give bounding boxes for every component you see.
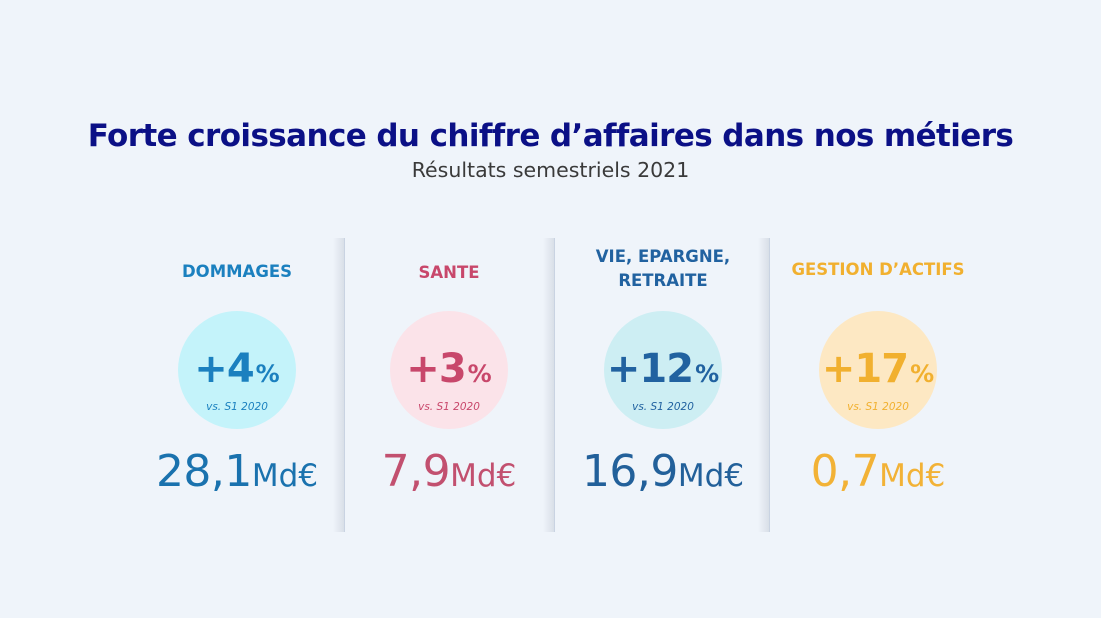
revenue-value: 28,1 [155,446,252,497]
segment-label: SANTE [418,263,480,282]
revenue-amount: 0,7Md€ [778,446,978,497]
revenue-value: 0,7 [810,446,880,497]
growth-unit: % [695,360,720,388]
comparison-note: vs. S1 2020 [632,401,694,413]
growth-value: +3% [390,347,508,396]
growth-number: +17 [821,346,909,392]
column-divider [758,238,770,532]
revenue-value: 16,9 [581,446,678,497]
growth-circle: +3% vs. S1 2020 [390,311,508,429]
revenue-value: 7,9 [381,446,451,497]
column-divider [333,238,345,532]
growth-value: +4% [178,347,296,396]
segment-card-sante: SANTE +3% vs. S1 2020 7,9Md€ [349,238,549,532]
growth-circle: +17% vs. S1 2020 [819,311,937,429]
segment-card-gestion-actifs: GESTION D’ACTIFS +17% vs. S1 2020 0,7Md€ [778,238,978,532]
growth-circle: +12% vs. S1 2020 [604,311,722,429]
revenue-unit: Md€ [879,458,946,494]
segment-label: VIE, EPARGNE, RETRAITE [595,247,731,290]
comparison-note: vs. S1 2020 [206,401,268,413]
revenue-amount: 16,9Md€ [563,446,763,497]
segment-label: GESTION D’ACTIFS [791,260,965,279]
growth-value: +17% [819,347,937,396]
growth-unit: % [467,360,492,388]
revenue-unit: Md€ [450,458,517,494]
segment-card-dommages: DOMMAGES +4% vs. S1 2020 28,1Md€ [137,238,337,532]
revenue-amount: 28,1Md€ [137,446,337,497]
growth-number: +12 [606,346,694,392]
segment-label: DOMMAGES [181,262,293,281]
growth-number: +4 [194,346,254,392]
growth-circle: +4% vs. S1 2020 [178,311,296,429]
page-subtitle: Résultats semestriels 2021 [411,158,690,182]
comparison-note: vs. S1 2020 [847,401,909,413]
growth-unit: % [255,360,280,388]
growth-value: +12% [604,347,722,396]
revenue-unit: Md€ [251,458,319,494]
page-title: Forte croissance du chiffre d’affaires d… [87,118,1014,154]
comparison-note: vs. S1 2020 [418,401,480,413]
growth-number: +3 [406,346,466,392]
revenue-unit: Md€ [677,458,745,494]
revenue-amount: 7,9Md€ [349,446,549,497]
column-divider [543,238,555,532]
segment-card-vie-epargne-retraite: VIE, EPARGNE, RETRAITE +12% vs. S1 2020 … [563,238,763,532]
growth-unit: % [910,360,935,388]
